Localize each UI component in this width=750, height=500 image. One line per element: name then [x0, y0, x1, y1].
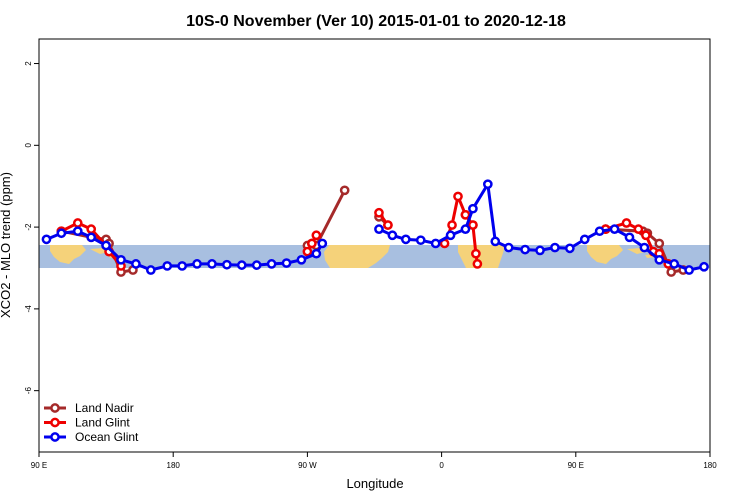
data-point	[311, 248, 322, 259]
data-point	[550, 242, 560, 253]
data-point	[86, 232, 97, 243]
data-point	[503, 242, 514, 253]
data-point	[236, 260, 247, 270]
x-tick-label: 180	[703, 461, 717, 470]
legend-swatch-marker	[50, 403, 60, 413]
data-point	[192, 259, 202, 269]
data-point	[468, 220, 478, 230]
series-ocean-glint	[41, 179, 709, 275]
data-point	[72, 218, 83, 228]
data-point	[177, 261, 187, 271]
data-point	[339, 185, 350, 196]
land-indonesia-right	[627, 248, 657, 258]
legend-item: Land Nadir	[44, 401, 134, 415]
land-africa	[458, 245, 505, 268]
data-point	[639, 242, 650, 253]
plot-frame	[38, 38, 711, 453]
x-tick-label: 90 E	[31, 461, 47, 470]
legend-swatch-marker	[50, 432, 60, 442]
data-point	[72, 226, 83, 237]
chart-title: 10S-0 November (Ver 10) 2015-01-01 to 20…	[186, 13, 566, 30]
y-tick-label: -4	[24, 305, 33, 313]
data-point	[430, 238, 441, 249]
x-axis: 90 E 180 90 W 0 90 E 180	[31, 452, 717, 470]
data-point	[251, 260, 262, 270]
y-tick-label: 0	[24, 143, 33, 148]
legend-item: Land Glint	[44, 416, 130, 430]
data-point	[654, 238, 665, 249]
y-axis-label: XCO2 - MLO trend (ppm)	[0, 172, 13, 318]
data-point	[415, 235, 426, 246]
data-point	[383, 220, 393, 230]
data-point	[669, 259, 680, 269]
x-tick-label: 0	[439, 461, 444, 470]
data-point	[374, 207, 384, 218]
data-point	[145, 265, 156, 275]
data-point	[535, 245, 545, 256]
data-point	[624, 232, 635, 243]
legend-label: Ocean Glint	[75, 430, 139, 444]
data-point	[460, 209, 471, 220]
data-point	[374, 224, 384, 234]
data-point	[472, 259, 483, 269]
data-point	[317, 238, 328, 249]
data-point	[482, 179, 493, 190]
legend-label: Land Nadir	[75, 401, 134, 415]
data-point	[471, 248, 481, 259]
data-point	[468, 203, 478, 214]
data-point	[400, 234, 411, 245]
data-point	[296, 254, 307, 265]
data-point	[162, 261, 173, 271]
data-point	[56, 228, 67, 239]
data-point	[222, 259, 232, 270]
data-point	[86, 224, 97, 234]
y-axis: 2 0 -2 -4 -6	[24, 61, 39, 394]
data-point	[609, 224, 620, 234]
land-south-america	[324, 245, 390, 268]
data-point	[387, 230, 398, 241]
data-point	[311, 230, 322, 241]
data-point	[520, 244, 530, 255]
data-point	[699, 261, 709, 272]
y-tick-label: -6	[24, 387, 33, 395]
data-point	[445, 230, 456, 241]
data-point	[302, 246, 313, 257]
data-point	[207, 259, 217, 269]
data-point	[131, 259, 141, 269]
data-point	[594, 226, 605, 237]
data-point	[453, 191, 463, 202]
legend-item: Ocean Glint	[44, 430, 139, 444]
data-point	[684, 265, 694, 275]
data-point	[633, 224, 644, 234]
x-tick-label: 180	[167, 461, 181, 470]
data-point	[447, 220, 457, 230]
data-point	[621, 218, 632, 228]
data-point	[564, 243, 575, 254]
data-point	[266, 259, 277, 269]
data-point	[460, 224, 471, 234]
land-australia-left	[50, 245, 86, 264]
y-tick-label: 2	[24, 61, 33, 66]
data-point	[116, 254, 126, 265]
data-point	[41, 234, 52, 245]
y-tick-label: -2	[24, 223, 33, 231]
data-point	[654, 254, 665, 265]
legend-swatch-marker	[50, 417, 60, 428]
x-axis-label: Longitude	[346, 476, 403, 491]
data-point	[579, 234, 590, 245]
data-point	[490, 236, 501, 247]
data-point	[101, 240, 111, 251]
x-tick-label: 90 W	[298, 461, 317, 470]
data-point	[666, 267, 677, 277]
data-point	[641, 230, 651, 241]
data-point	[307, 238, 317, 249]
data-point	[281, 258, 292, 268]
legend-label: Land Glint	[75, 416, 130, 430]
land-australia-right	[587, 245, 623, 264]
x-tick-label: 90 E	[568, 461, 584, 470]
series-layer	[41, 179, 709, 277]
